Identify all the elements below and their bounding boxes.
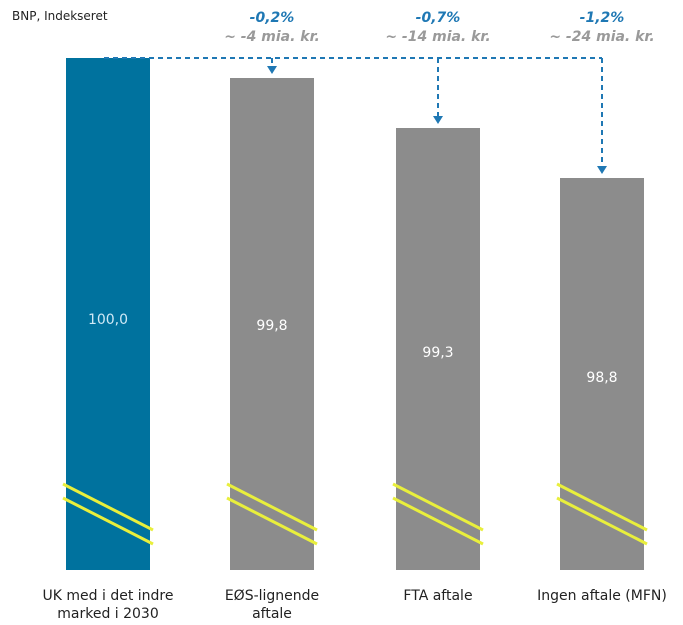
break-line-3-0	[556, 482, 648, 532]
bar-0	[66, 58, 150, 570]
y-axis-label: BNP, Indekseret	[12, 9, 108, 23]
bar-2	[396, 128, 480, 570]
category-labels: UK med i det indre marked i 2030 EØS-ligne…	[43, 588, 667, 622]
bar-value-label-3: 98,8	[586, 370, 617, 386]
break-line-2-1	[392, 496, 484, 546]
category-label-3-0: Ingen aftale (MFN)	[537, 588, 667, 604]
axis-break-marks	[62, 482, 648, 546]
arrowhead-1	[433, 116, 443, 124]
bar-value-labels: 100,0 99,8 99,3 98,8	[88, 312, 618, 386]
category-label-2-0: FTA aftale	[403, 588, 472, 604]
category-label-0-0: UK med i det indre	[43, 588, 174, 604]
break-line-0-1	[62, 496, 154, 546]
bar-value-label-1: 99,8	[256, 318, 287, 334]
difference-annotations: -0,2% ~ -4 mia. kr. -0,7% ~ -14 mia. kr. -1,…	[224, 10, 654, 45]
arrowhead-0	[267, 66, 277, 74]
arrowhead-2	[597, 166, 607, 174]
annotation-amount-1: ~ -14 mia. kr.	[385, 29, 490, 45]
bar-1	[230, 78, 314, 570]
bar-3	[560, 178, 644, 570]
break-line-0-0	[62, 482, 154, 532]
break-line-1-1	[226, 496, 318, 546]
category-label-0-1: marked i 2030	[57, 606, 159, 622]
annotation-amount-2: ~ -24 mia. kr.	[549, 29, 654, 45]
annotation-pct-1: -0,7%	[416, 10, 461, 26]
annotation-amount-0: ~ -4 mia. kr.	[224, 29, 320, 45]
break-line-3-1	[556, 496, 648, 546]
annotation-pct-2: -1,2%	[580, 10, 625, 26]
bar-value-label-0: 100,0	[88, 312, 128, 328]
bar-value-label-2: 99,3	[422, 345, 453, 361]
difference-connectors	[104, 57, 607, 174]
annotation-pct-0: -0,2%	[250, 10, 295, 26]
break-line-1-0	[226, 482, 318, 532]
break-line-2-0	[392, 482, 484, 532]
category-label-1-1: aftale	[252, 606, 292, 622]
bars	[66, 58, 644, 570]
category-label-1-0: EØS-lignende	[225, 588, 319, 604]
